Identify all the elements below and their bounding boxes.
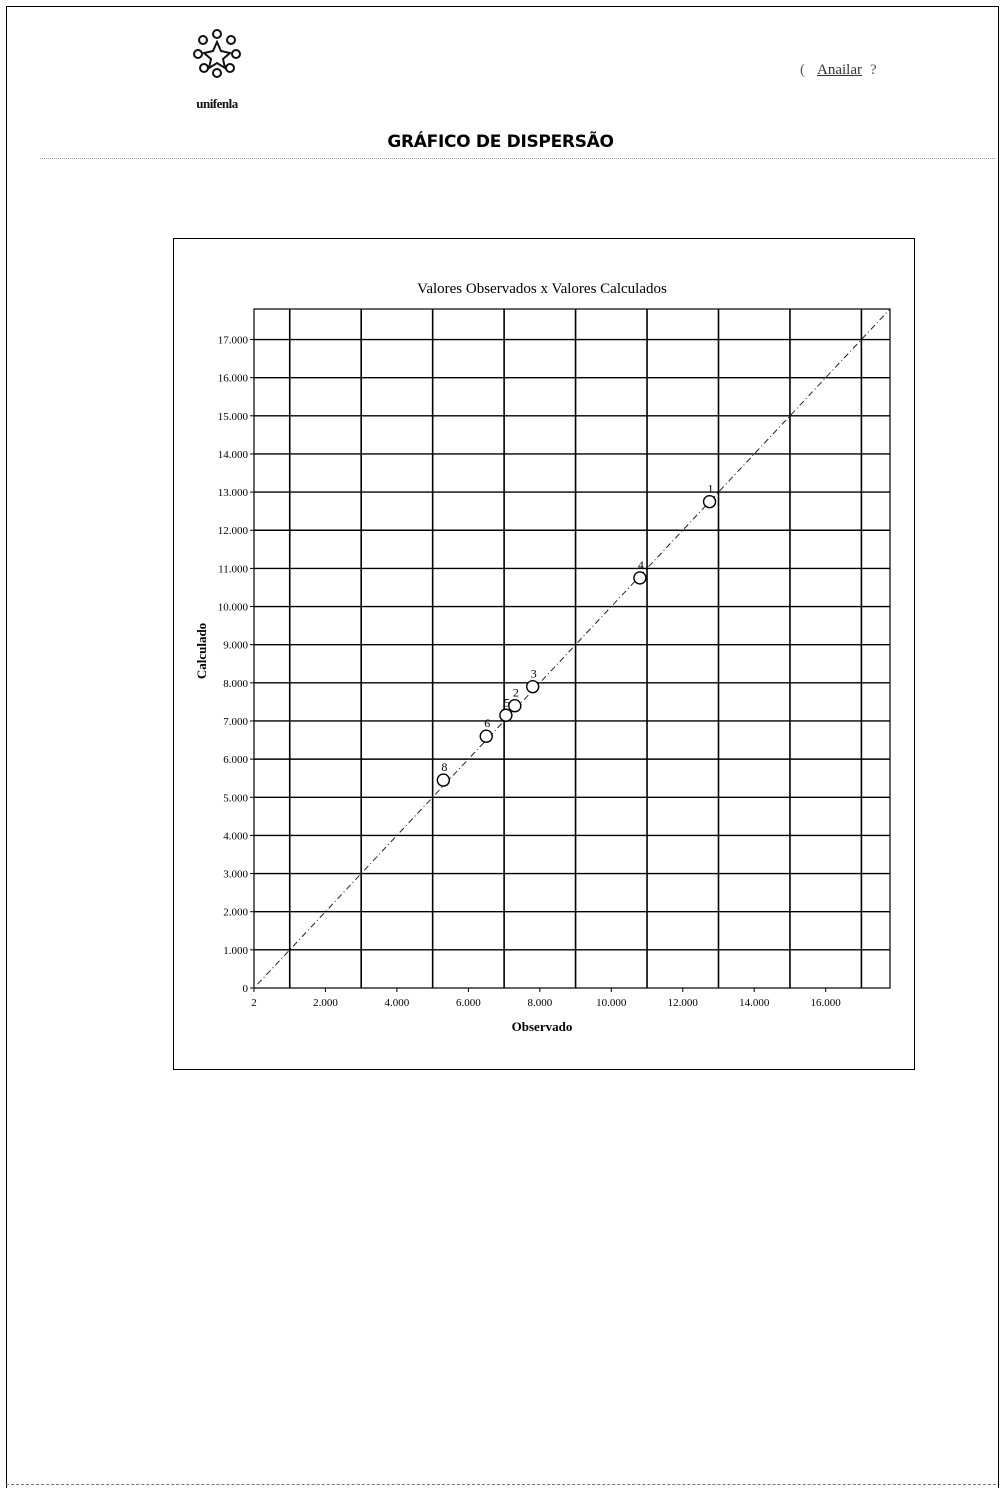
- header-note-prefix: (: [800, 62, 805, 78]
- y-tick-label: 17.000: [218, 335, 249, 347]
- y-tick-label: 6.000: [223, 754, 248, 766]
- page-title: GRÁFICO DE DISPERSÃO: [387, 132, 614, 152]
- x-tick-label: 10.000: [596, 997, 627, 1009]
- chart-container: Valores Observados x Valores Calculados …: [173, 238, 915, 1070]
- y-tick-label: 11.000: [218, 563, 248, 575]
- y-tick-label: 4.000: [223, 830, 248, 842]
- data-point-label: 8: [441, 760, 447, 774]
- data-point-label: 6: [484, 716, 490, 730]
- data-point: [702, 494, 717, 509]
- x-tick-label: 8.000: [527, 997, 552, 1009]
- reference-line-y-equals-x: [257, 308, 891, 985]
- y-tick-label: 14.000: [218, 449, 249, 461]
- grid: [253, 308, 891, 989]
- y-tick-label: 5.000: [223, 792, 248, 804]
- chart-title: Valores Observados x Valores Calculados: [417, 281, 667, 297]
- data-point-label: 4: [638, 558, 644, 572]
- data-point: [525, 679, 540, 694]
- header-note: ( Anailar?: [800, 62, 877, 79]
- data-point-label: 5: [504, 695, 510, 709]
- reference-line: [257, 308, 891, 985]
- data-point-label: 1: [708, 482, 714, 496]
- x-tick-label: 12.000: [668, 997, 699, 1009]
- y-tick-label: 13.000: [218, 487, 249, 499]
- scatter-chart: Valores Observados x Valores Calculados …: [194, 281, 891, 1034]
- data-point-label: 3: [531, 667, 537, 681]
- y-tick-label: 10.000: [218, 602, 249, 614]
- logo-text: unifenla: [196, 96, 238, 111]
- y-tick-label: 0: [243, 983, 249, 995]
- plot-area: [253, 308, 891, 989]
- data-point: [436, 773, 451, 787]
- x-tick-label: 4.000: [385, 997, 410, 1009]
- title-rule: [40, 158, 995, 159]
- x-tick-label: 2.000: [313, 997, 338, 1009]
- y-tick-label: 3.000: [223, 869, 248, 881]
- data-point: [633, 571, 647, 585]
- header-note-text: Anailar: [817, 62, 862, 78]
- page-frame: [6, 6, 999, 1488]
- x-tick-label: 2: [251, 997, 257, 1009]
- x-tick-label: 6.000: [456, 997, 481, 1009]
- y-tick-label: 16.000: [218, 373, 249, 385]
- y-tick-label: 1.000: [223, 945, 248, 957]
- y-tick-label: 9.000: [223, 640, 248, 652]
- logo: unifenla: [172, 26, 262, 120]
- star-circle-logo-icon: [193, 29, 241, 78]
- y-tick-label: 8.000: [223, 678, 248, 690]
- x-tick-label: 16.000: [811, 997, 842, 1009]
- axis-ticks: 0 1.000 2.000 3.000 4.000 5.000 6.000 7.000 8.00…: [218, 335, 842, 1009]
- header-note-suffix: ?: [869, 62, 877, 78]
- x-axis-label: Observado: [512, 1019, 573, 1034]
- y-tick-label: 15.000: [218, 411, 249, 423]
- y-tick-label: 12.000: [218, 525, 249, 537]
- x-tick-label: 14.000: [739, 997, 770, 1009]
- data-point: [508, 699, 522, 713]
- y-tick-label: 7.000: [223, 716, 248, 728]
- data-point: [499, 708, 513, 722]
- y-tick-label: 2.000: [223, 907, 248, 919]
- data-point: [479, 729, 493, 743]
- page-bottom-rule: [6, 1484, 996, 1485]
- y-axis-label: Calculado: [194, 623, 209, 679]
- data-point-label: 2: [513, 686, 519, 700]
